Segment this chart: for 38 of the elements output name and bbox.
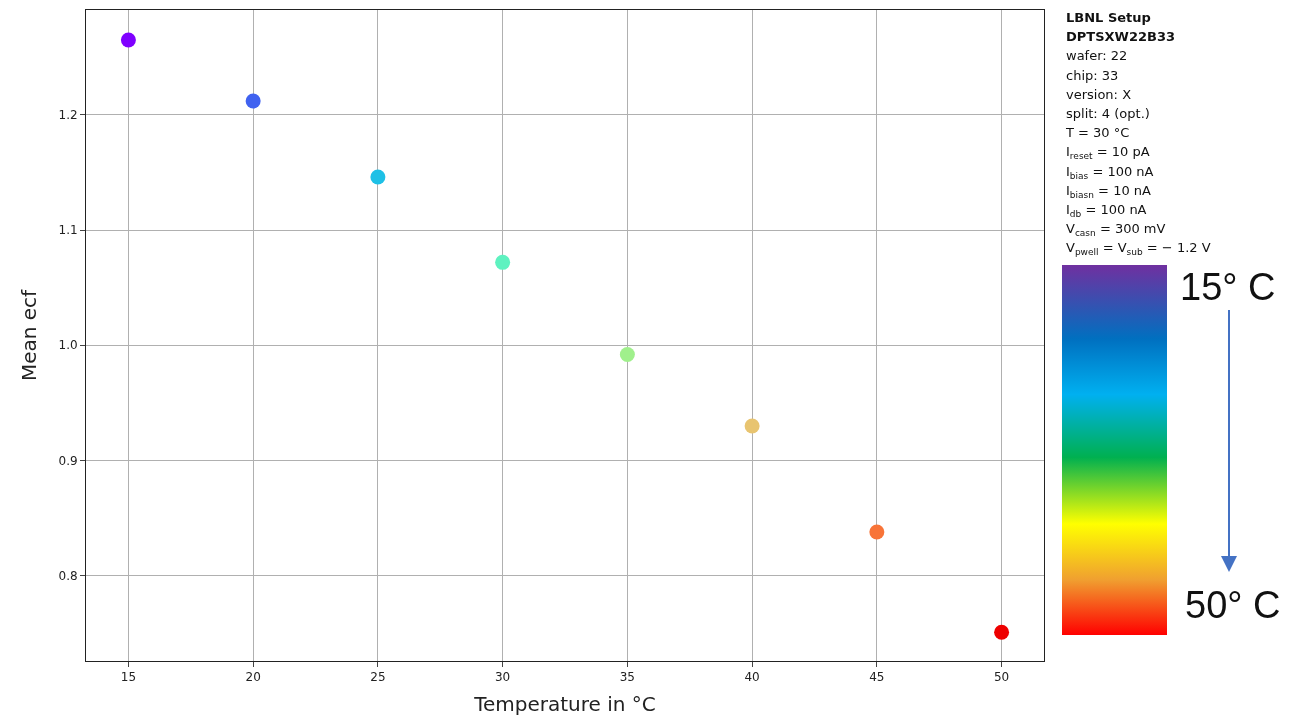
text: T = 30 °C xyxy=(1066,124,1131,143)
text: V$_{pwell}$ = V$_{sub}$ = − 1.2 V xyxy=(1066,239,1211,258)
point xyxy=(744,418,760,434)
y-tick-label: 1.2 xyxy=(58,108,78,123)
x-tick-label: 50 xyxy=(993,670,1010,685)
text: 15° C xyxy=(1180,266,1276,309)
x-tick-label: 15 xyxy=(120,670,137,685)
x-tick-label: 20 xyxy=(245,670,261,685)
text: version: X xyxy=(1066,85,1133,104)
x-axis-title: Temperature in °C xyxy=(473,692,656,716)
y-tick-label: 0.9 xyxy=(58,453,78,468)
text: 50° C xyxy=(1185,584,1281,627)
y-tick-label: 1.0 xyxy=(58,338,78,353)
text: I$_{biasn}$ = 10 nA xyxy=(1066,181,1152,201)
point xyxy=(245,93,261,109)
x-tick-label: 45 xyxy=(869,670,885,685)
x-tick-label: 35 xyxy=(619,670,636,685)
text: V$_{casn}$ = 300 mV xyxy=(1066,220,1167,239)
text: I$_{db}$ = 100 nA xyxy=(1066,201,1148,220)
text: chip: 33 xyxy=(1066,66,1120,85)
y-axis-title: Mean ecf xyxy=(17,288,41,382)
text: wafer: 22 xyxy=(1066,47,1129,66)
point xyxy=(619,347,635,362)
point xyxy=(370,169,386,185)
text: I$_{reset}$ = 10 pA xyxy=(1066,143,1151,162)
text: DPTSXW22B33 xyxy=(1066,28,1176,47)
x-tick-label: 25 xyxy=(370,670,386,685)
x-tick-label: 40 xyxy=(744,670,760,685)
text: I$_{bias}$ = 100 nA xyxy=(1066,162,1155,181)
point xyxy=(869,524,885,540)
y-tick-label: 1.1 xyxy=(58,223,78,238)
text: split: 4 (opt.) xyxy=(1066,105,1151,123)
point xyxy=(994,624,1010,640)
point xyxy=(495,254,511,270)
x-tick-label: 30 xyxy=(494,670,511,685)
text: LBNL Setup xyxy=(1066,9,1152,27)
y-tick-label: 0.8 xyxy=(58,568,78,583)
point xyxy=(120,32,136,48)
